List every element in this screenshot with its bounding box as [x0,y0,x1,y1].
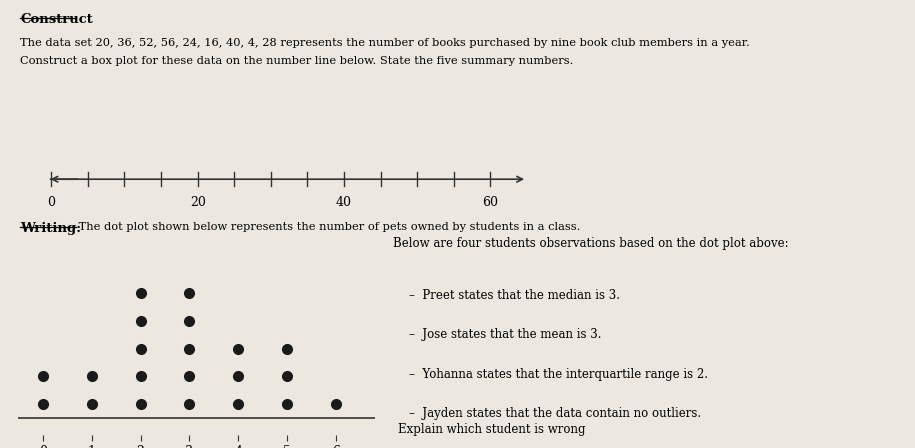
Text: Writing:: Writing: [20,222,81,235]
Text: 0: 0 [48,196,55,209]
Text: The data set 20, 36, 52, 56, 24, 16, 40, 4, 28 represents the number of books pu: The data set 20, 36, 52, 56, 24, 16, 40,… [20,38,750,48]
Text: Below are four students observations based on the dot plot above:: Below are four students observations bas… [393,237,789,250]
Text: –  Jose states that the mean is 3.: – Jose states that the mean is 3. [409,328,601,341]
Text: Explain which student is wrong: Explain which student is wrong [398,423,586,436]
Text: Construct a box plot for these data on the number line below. State the five sum: Construct a box plot for these data on t… [20,56,574,66]
Text: 40: 40 [336,196,352,209]
Text: 20: 20 [189,196,206,209]
Text: 60: 60 [482,196,499,209]
Text: –  Yohanna states that the interquartile range is 2.: – Yohanna states that the interquartile … [409,367,708,380]
Text: –  Preet states that the median is 3.: – Preet states that the median is 3. [409,289,619,302]
Text: –  Jayden states that the data contain no outliers.: – Jayden states that the data contain no… [409,407,701,420]
Text: Construct: Construct [20,13,93,26]
Text: The dot plot shown below represents the number of pets owned by students in a cl: The dot plot shown below represents the … [75,222,580,232]
